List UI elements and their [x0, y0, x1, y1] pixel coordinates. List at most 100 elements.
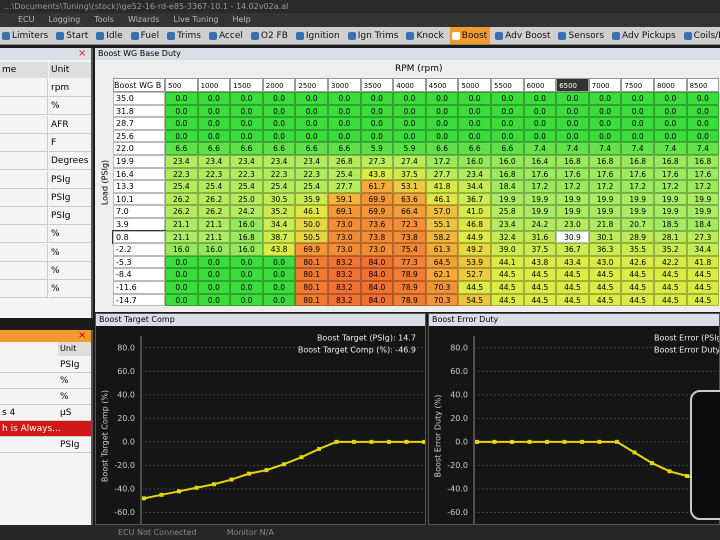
- table-cell[interactable]: 0.0: [165, 255, 198, 269]
- table-cell[interactable]: 0.0: [458, 117, 491, 130]
- toolbar-tab[interactable]: Ign Trims: [346, 27, 402, 44]
- table-cell[interactable]: 0.0: [295, 92, 328, 105]
- table-cell[interactable]: 22.3: [197, 167, 231, 181]
- table-cell[interactable]: 0.0: [523, 117, 557, 130]
- table-cell[interactable]: 0.0: [165, 293, 198, 307]
- table-cell[interactable]: 44.5: [686, 293, 720, 307]
- table-cell[interactable]: 42.2: [654, 255, 687, 269]
- table-cell[interactable]: 22.3: [295, 167, 328, 181]
- table-cell[interactable]: 44.5: [458, 281, 491, 294]
- table-cell[interactable]: 42.6: [621, 255, 654, 269]
- table-cell[interactable]: 44.5: [654, 293, 687, 307]
- table-cell[interactable]: 27.4: [393, 155, 426, 168]
- table-cell[interactable]: 23.4: [230, 155, 263, 168]
- table-cell[interactable]: 7.4: [686, 142, 720, 155]
- table-cell[interactable]: 52.7: [458, 268, 491, 281]
- toolbar-tab[interactable]: Boost: [449, 27, 491, 44]
- table-cell[interactable]: 0.0: [654, 104, 687, 118]
- table-cell[interactable]: 0.0: [523, 92, 557, 105]
- table-cell[interactable]: 0.0: [262, 281, 296, 294]
- table-cell[interactable]: 44.9: [458, 230, 491, 244]
- table-cell[interactable]: 19.9: [523, 192, 557, 206]
- table-cell[interactable]: 19.9: [588, 192, 622, 206]
- table-cell[interactable]: 0.0: [458, 129, 491, 143]
- table-cell[interactable]: 75.4: [393, 243, 426, 256]
- table-cell[interactable]: 28.9: [621, 230, 654, 244]
- table-cell[interactable]: 84.0: [360, 293, 394, 307]
- menu-item[interactable]: Tools: [94, 15, 114, 24]
- table-cell[interactable]: 44.5: [556, 281, 589, 294]
- table-cell[interactable]: 69.9: [295, 243, 328, 256]
- table-cell[interactable]: 0.0: [686, 92, 720, 105]
- table-cell[interactable]: 61.7: [360, 180, 394, 193]
- table-cell[interactable]: 25.4: [165, 180, 198, 193]
- table-cell[interactable]: 0.0: [197, 129, 231, 143]
- table-cell[interactable]: 7.4: [621, 142, 654, 155]
- table-cell[interactable]: 16.0: [458, 155, 491, 168]
- panel-close[interactable]: ×: [78, 48, 87, 59]
- table-cell[interactable]: 0.0: [458, 104, 491, 118]
- table-cell[interactable]: 44.5: [654, 268, 687, 281]
- table-cell[interactable]: 0.0: [165, 117, 198, 130]
- table-cell[interactable]: 0.0: [425, 129, 459, 143]
- table-cell[interactable]: 26.2: [165, 192, 198, 206]
- table-cell[interactable]: 7.4: [588, 142, 622, 155]
- table-cell[interactable]: 18.4: [491, 180, 524, 193]
- table-cell[interactable]: 0.0: [621, 104, 654, 118]
- table-cell[interactable]: 25.4: [295, 180, 328, 193]
- table-cell[interactable]: 27.3: [686, 230, 720, 244]
- table-cell[interactable]: 63.6: [393, 192, 426, 206]
- table-cell[interactable]: 26.8: [328, 155, 361, 168]
- table-cell[interactable]: 6.6: [425, 142, 459, 155]
- table-cell[interactable]: 16.8: [230, 230, 263, 244]
- table-cell[interactable]: 44.1: [491, 255, 524, 269]
- table-cell[interactable]: 16.8: [556, 155, 589, 168]
- table-cell[interactable]: 0.0: [197, 268, 231, 281]
- table-cell[interactable]: 21.8: [588, 218, 622, 231]
- table-cell[interactable]: 16.8: [686, 155, 720, 168]
- table-cell[interactable]: 54.5: [458, 293, 491, 307]
- table-cell[interactable]: 25.4: [197, 180, 231, 193]
- table-cell[interactable]: 73.8: [393, 230, 426, 244]
- table-cell[interactable]: 6.6: [165, 142, 198, 155]
- table-cell[interactable]: 19.9: [588, 205, 622, 218]
- table-cell[interactable]: 0.0: [165, 281, 198, 294]
- table-cell[interactable]: 16.0: [491, 155, 524, 168]
- table-cell[interactable]: 43.8: [523, 255, 557, 269]
- table-cell[interactable]: 17.2: [686, 180, 720, 193]
- table-cell[interactable]: 27.7: [425, 167, 459, 181]
- table-cell[interactable]: 16.8: [588, 155, 622, 168]
- toolbar-tab[interactable]: Sensors: [556, 27, 607, 44]
- table-cell[interactable]: 41.0: [458, 205, 491, 218]
- table-cell[interactable]: 50.0: [295, 218, 328, 231]
- table-cell[interactable]: 25.4: [328, 167, 361, 181]
- table-cell[interactable]: 70.3: [425, 281, 459, 294]
- table-cell[interactable]: 27.7: [328, 180, 361, 193]
- table-cell[interactable]: 0.0: [328, 129, 361, 143]
- table-cell[interactable]: 0.0: [425, 92, 459, 105]
- table-cell[interactable]: 23.4: [262, 155, 296, 168]
- table-cell[interactable]: 6.6: [295, 142, 328, 155]
- table-cell[interactable]: 59.1: [328, 192, 361, 206]
- table-cell[interactable]: 17.2: [654, 180, 687, 193]
- table-cell[interactable]: 77.3: [393, 255, 426, 269]
- table-cell[interactable]: 78.9: [393, 293, 426, 307]
- table-cell[interactable]: 80.1: [295, 268, 328, 281]
- table-cell[interactable]: 73.0: [360, 243, 394, 256]
- menu-item[interactable]: Live Tuning: [173, 15, 219, 24]
- table-cell[interactable]: 0.0: [360, 104, 394, 118]
- table-cell[interactable]: 0.0: [230, 92, 263, 105]
- table-cell[interactable]: 16.0: [197, 243, 231, 256]
- table-cell[interactable]: 78.9: [393, 281, 426, 294]
- table-cell[interactable]: 0.0: [588, 117, 622, 130]
- table-cell[interactable]: 69.9: [360, 205, 394, 218]
- table-cell[interactable]: 44.5: [491, 293, 524, 307]
- table-cell[interactable]: 0.0: [491, 92, 524, 105]
- table-cell[interactable]: 0.0: [165, 104, 198, 118]
- table-cell[interactable]: 25.8: [491, 205, 524, 218]
- table-cell[interactable]: 44.5: [621, 293, 654, 307]
- table-cell[interactable]: 19.9: [523, 205, 557, 218]
- table-cell[interactable]: 64.5: [425, 255, 459, 269]
- table-cell[interactable]: 16.8: [491, 167, 524, 181]
- toolbar-tab[interactable]: Start: [54, 27, 91, 44]
